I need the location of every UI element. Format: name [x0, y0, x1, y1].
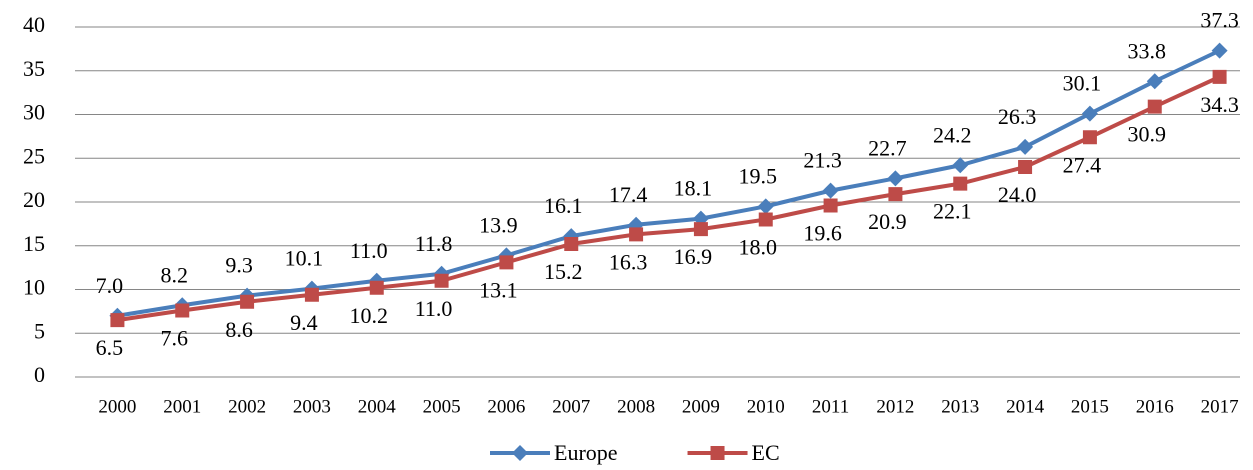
data-label: 16.3 — [609, 249, 648, 274]
data-label: 30.9 — [1128, 122, 1167, 147]
data-label: 17.4 — [609, 182, 648, 207]
x-tick-label: 2016 — [1136, 396, 1174, 417]
point — [1018, 160, 1033, 174]
x-tick-label: 2000 — [98, 396, 136, 417]
point — [512, 445, 528, 461]
data-label: 11.8 — [415, 231, 453, 256]
point — [1017, 138, 1034, 155]
point — [240, 294, 255, 309]
data-label: 30.1 — [1063, 71, 1102, 96]
data-label: 8.2 — [161, 262, 189, 287]
point — [564, 237, 579, 251]
data-label: 21.3 — [803, 148, 842, 173]
data-label: 34.3 — [1200, 92, 1239, 117]
data-label: 33.8 — [1128, 38, 1167, 63]
data-label: 9.4 — [290, 310, 318, 335]
data-label: 26.3 — [998, 104, 1037, 129]
data-label: 8.6 — [225, 317, 253, 342]
point — [1212, 69, 1227, 84]
x-tick-label: 2001 — [163, 396, 201, 417]
y-tick-label: 30 — [23, 100, 45, 125]
point — [1147, 99, 1162, 114]
data-label: 16.9 — [674, 244, 713, 269]
x-tick-label: 2015 — [1071, 396, 1109, 417]
point — [757, 198, 774, 215]
y-tick-label: 10 — [23, 275, 45, 300]
data-label: 7.6 — [161, 326, 189, 351]
x-tick-label: 2005 — [423, 396, 461, 417]
data-label: 16.1 — [544, 193, 583, 218]
data-label: 11.0 — [415, 296, 453, 321]
data-label: 6.5 — [96, 335, 124, 360]
point — [758, 212, 773, 227]
data-label: 10.2 — [350, 303, 389, 328]
point — [888, 187, 903, 202]
data-label: 18.1 — [674, 176, 713, 201]
data-label: 24.0 — [998, 182, 1037, 207]
data-label: 10.1 — [285, 246, 324, 271]
data-label: 13.9 — [479, 212, 518, 237]
point — [1146, 73, 1163, 90]
point — [110, 313, 125, 328]
data-label: 13.1 — [479, 277, 518, 302]
data-label: 18.0 — [739, 235, 778, 260]
point — [369, 280, 384, 295]
y-tick-label: 15 — [23, 231, 45, 256]
x-tick-label: 2010 — [747, 396, 785, 417]
x-tick-label: 2017 — [1201, 396, 1239, 417]
x-tick-label: 2002 — [228, 396, 266, 417]
point — [1082, 130, 1097, 145]
data-label: 15.2 — [544, 259, 583, 284]
data-label: 22.1 — [933, 199, 972, 224]
x-tick-label: 2014 — [1006, 396, 1045, 417]
data-label: 9.3 — [225, 253, 253, 278]
point — [710, 446, 725, 460]
x-tick-label: 2011 — [812, 396, 849, 417]
y-tick-label: 20 — [23, 187, 45, 212]
point — [953, 176, 968, 191]
x-tick-label: 2004 — [358, 396, 397, 417]
point — [1211, 42, 1228, 59]
x-tick-label: 2008 — [617, 396, 655, 417]
point — [304, 287, 319, 302]
data-label: 24.2 — [933, 122, 972, 147]
data-label: 27.4 — [1063, 152, 1102, 177]
x-tick-label: 2006 — [487, 396, 525, 417]
data-label: 37.3 — [1200, 8, 1239, 33]
point — [499, 255, 514, 270]
legend-label: EC — [752, 440, 780, 465]
data-label: 7.0 — [96, 273, 124, 298]
y-tick-label: 0 — [34, 362, 45, 387]
point — [887, 170, 904, 187]
point — [952, 157, 969, 174]
data-label: 22.7 — [868, 135, 907, 160]
x-tick-label: 2003 — [293, 396, 331, 417]
point — [434, 273, 449, 288]
point — [629, 227, 644, 242]
legend-label: Europe — [554, 440, 618, 465]
point — [1081, 105, 1098, 122]
point — [822, 182, 839, 199]
data-label: 19.6 — [803, 221, 842, 246]
x-tick-label: 2009 — [682, 396, 720, 417]
y-tick-label: 5 — [34, 318, 45, 343]
x-tick-label: 2013 — [941, 396, 979, 417]
data-label: 19.5 — [739, 163, 778, 188]
x-tick-label: 2007 — [552, 396, 590, 417]
y-tick-label: 35 — [23, 56, 45, 81]
point — [175, 303, 190, 318]
point — [823, 198, 838, 213]
series-line — [117, 48, 1221, 318]
x-tick-label: 2012 — [876, 396, 914, 417]
y-tick-label: 40 — [23, 12, 45, 37]
point — [693, 222, 708, 237]
series-line — [117, 75, 1221, 323]
data-label: 11.0 — [350, 238, 388, 263]
data-label: 20.9 — [868, 209, 907, 234]
y-tick-label: 25 — [23, 143, 45, 168]
